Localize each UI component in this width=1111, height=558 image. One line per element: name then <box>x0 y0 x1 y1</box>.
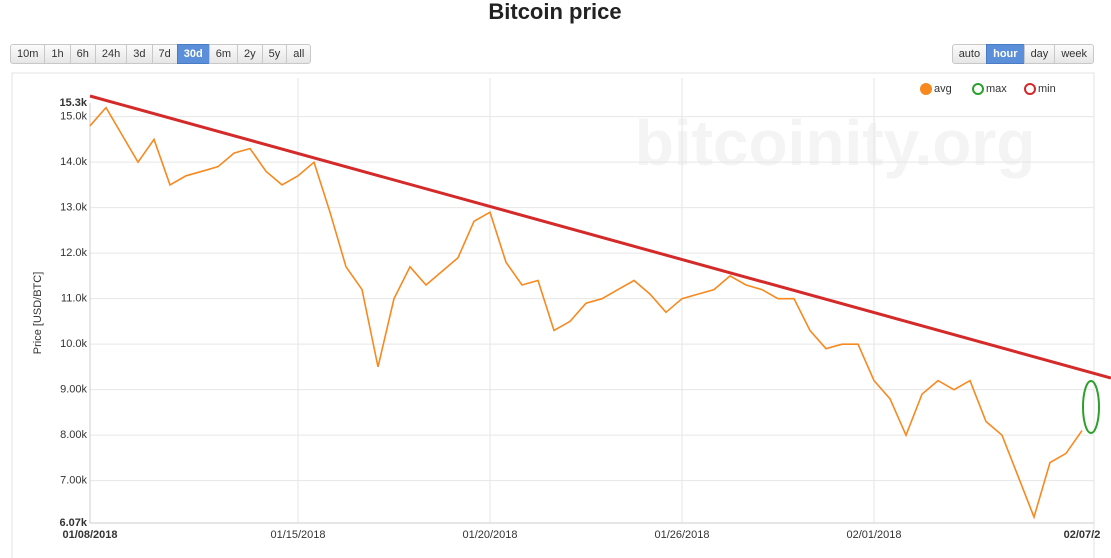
y-tick-label: 12.0k <box>60 247 87 259</box>
plot: 6.07k 7.00k 8.00k 9.00k 10.0k 11.0k 12.0k 13.0k… <box>59 78 1100 541</box>
trend-annotation <box>89 94 1111 380</box>
x-tick-label: 01/15/2018 <box>270 529 325 541</box>
y-tick-label: 7.00k <box>60 475 87 487</box>
resolution-buttons: auto hour day week <box>951 44 1094 64</box>
x-tick-label: 02/01/2018 <box>846 529 901 541</box>
range-button[interactable]: 30d <box>176 44 210 64</box>
legend-label: avg <box>934 83 952 95</box>
legend-marker <box>920 83 932 95</box>
watermark: bitcoinity.org <box>635 107 1036 179</box>
range-button[interactable]: 6h <box>69 44 96 64</box>
y-tick-label: 14.0k <box>60 156 87 168</box>
chart-title: Bitcoin price <box>488 0 621 24</box>
y-tick-label: 15.0k <box>60 111 87 123</box>
range-button[interactable]: hour <box>986 44 1025 64</box>
y-tick-label: 8.00k <box>60 429 87 441</box>
range-buttons: 10m 1h 6h 24h 3d 7d 30d 6m 2y 5y all <box>10 44 312 64</box>
range-button[interactable]: day <box>1023 44 1056 64</box>
y-tick-label: 15.3k <box>59 97 87 109</box>
x-tick-label: 01/26/2018 <box>654 529 709 541</box>
range-button[interactable]: 10m <box>10 44 46 64</box>
x-tick-label: 01/20/2018 <box>462 529 517 541</box>
range-button[interactable]: week <box>1054 44 1094 64</box>
y-tick-label: 9.00k <box>60 384 87 396</box>
range-button[interactable]: 6m <box>208 44 239 64</box>
range-button[interactable]: 3d <box>126 44 153 64</box>
x-tick-label: 02/07/2 <box>1064 529 1101 541</box>
x-tick-label: 01/08/2018 <box>62 529 117 541</box>
range-button[interactable]: 24h <box>94 44 128 64</box>
y-tick-label: 13.0k <box>60 202 87 214</box>
y-tick-label: 11.0k <box>61 293 88 305</box>
y-axis-label: Price [USD/BTC] <box>32 272 44 355</box>
y-tick-label: 10.0k <box>60 338 87 350</box>
range-button[interactable]: 2y <box>237 44 263 64</box>
y-tick-label: 6.07k <box>59 517 87 529</box>
range-button[interactable]: auto <box>951 44 988 64</box>
range-button[interactable]: all <box>286 44 312 64</box>
chart-frame <box>11 72 1095 558</box>
legend-marker <box>1024 83 1036 95</box>
highlight-annotation <box>1082 380 1100 434</box>
legend-label: max <box>986 83 1007 95</box>
range-button[interactable]: 1h <box>44 44 71 64</box>
legend-marker <box>972 83 984 95</box>
range-button[interactable]: 7d <box>151 44 178 64</box>
price-line <box>89 106 1083 520</box>
range-button[interactable]: 5y <box>261 44 288 64</box>
legend-label: min <box>1038 83 1056 95</box>
